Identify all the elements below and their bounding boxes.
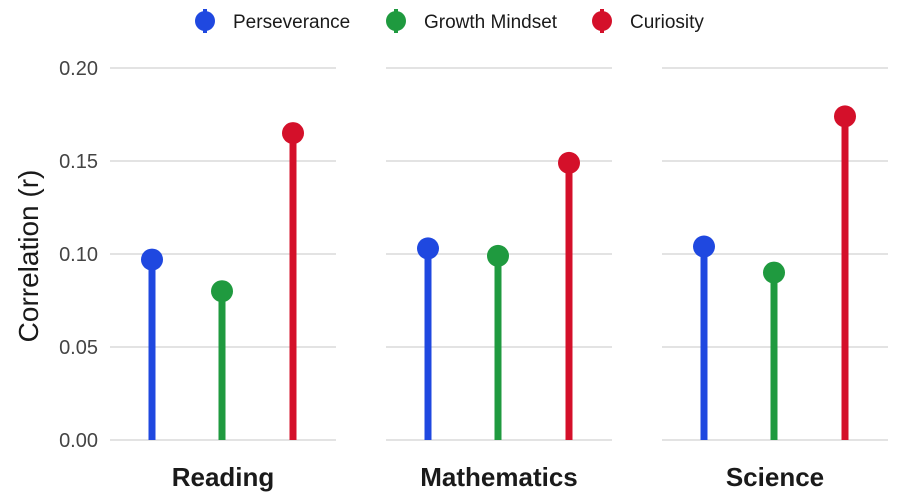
lollipop-point <box>558 151 580 174</box>
lollipop-point <box>487 244 509 267</box>
legend-key-point <box>592 11 612 31</box>
lollipop-point <box>282 122 304 145</box>
legend-key-point <box>195 11 215 31</box>
y-tick-label: 0.00 <box>59 430 98 452</box>
facet-label: Reading <box>172 462 275 492</box>
lollipop-point <box>693 235 715 258</box>
y-axis-title: Correlation (r) <box>13 170 44 343</box>
lollipop-point <box>834 105 856 128</box>
legend: Perseverance Growth Mindset Curiosity <box>195 9 704 33</box>
lollipop-point <box>763 261 785 284</box>
lollipop-point <box>141 248 163 271</box>
facet-label: Science <box>726 462 824 492</box>
y-tick-label: 0.20 <box>59 58 98 80</box>
legend-key-point <box>386 11 406 31</box>
lollipop-point <box>417 237 439 260</box>
legend-label: Perseverance <box>233 12 350 33</box>
y-tick-label: 0.10 <box>59 244 98 266</box>
y-axis: 0.00 0.05 0.10 0.15 0.20 <box>59 58 98 452</box>
facet-label: Mathematics <box>420 462 578 492</box>
chart-marks <box>141 105 856 440</box>
lollipop-point <box>211 280 233 303</box>
legend-label: Growth Mindset <box>424 12 558 33</box>
facet-labels: Reading Mathematics Science <box>172 462 824 492</box>
y-tick-label: 0.15 <box>59 151 98 173</box>
legend-label: Curiosity <box>630 12 704 33</box>
y-tick-label: 0.05 <box>59 337 98 359</box>
